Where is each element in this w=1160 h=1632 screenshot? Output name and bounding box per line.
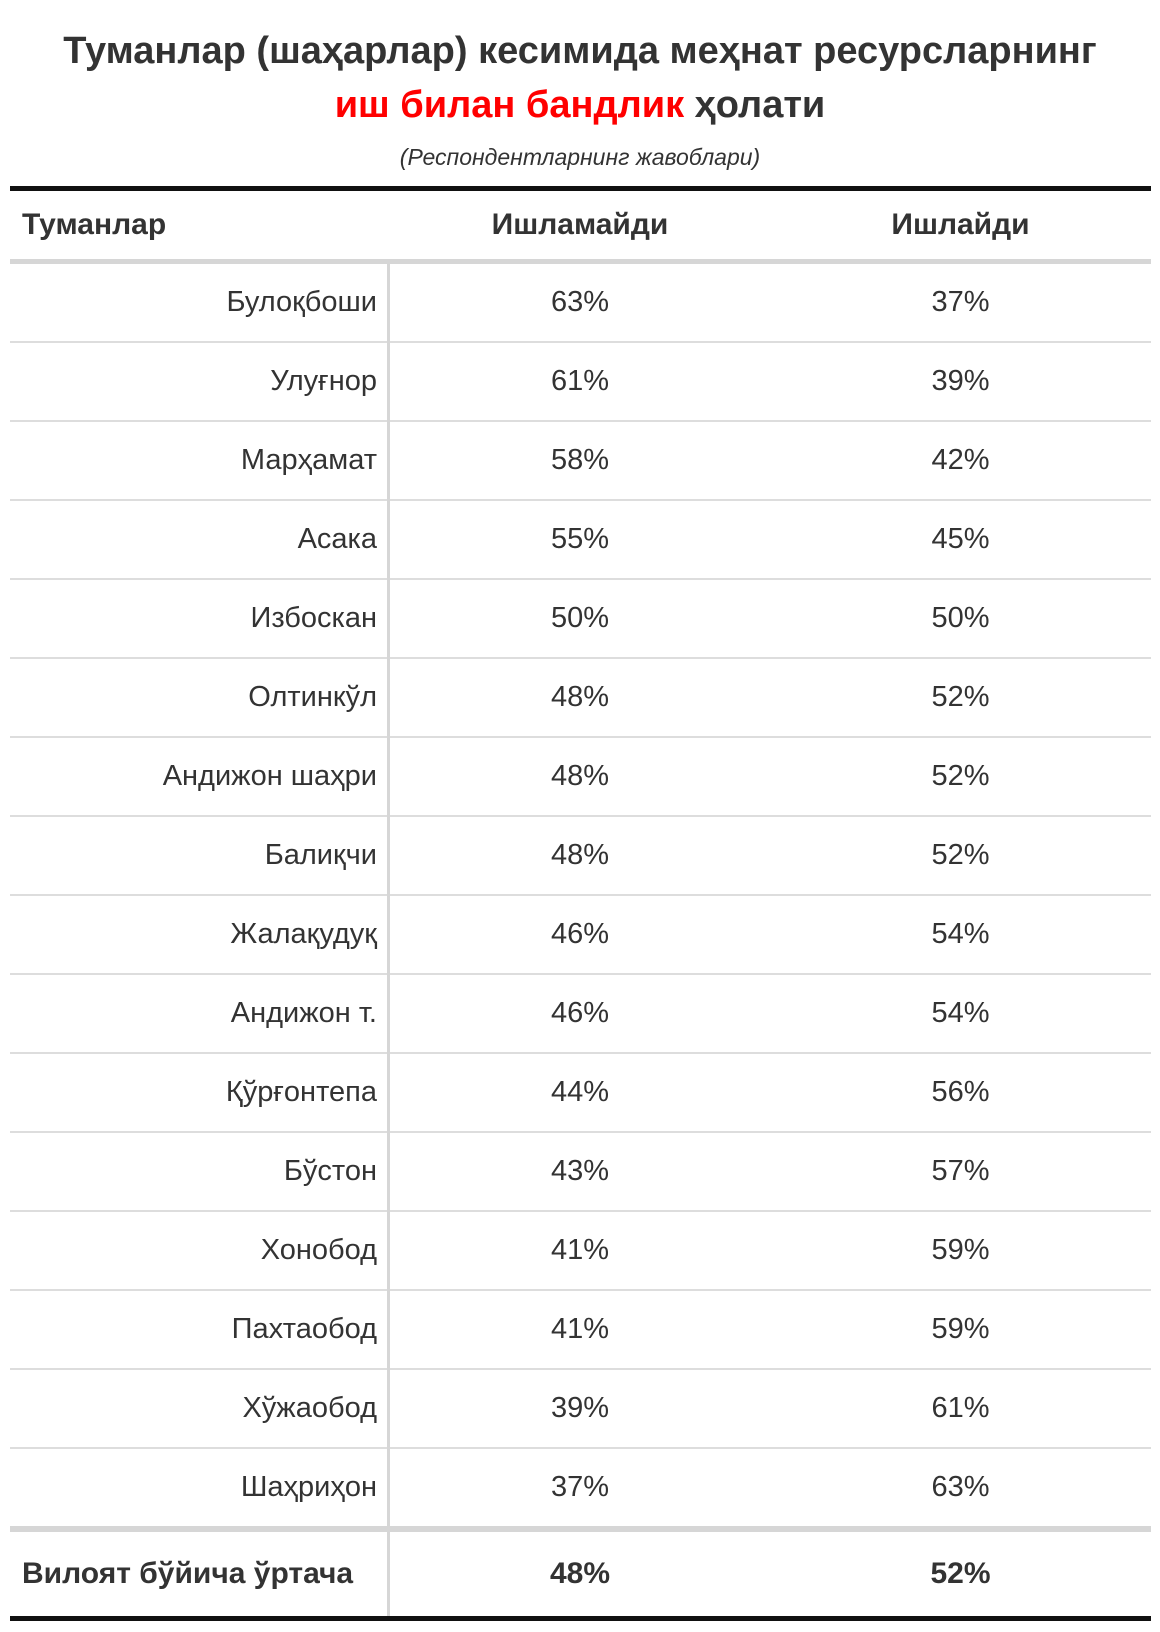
title-highlight: иш билан бандлик	[334, 84, 685, 126]
not-working-value: 48%	[550, 839, 610, 871]
table-row: Пахтаобод 41% 59%	[10, 1291, 1151, 1370]
not-working-value: 48%	[550, 760, 610, 792]
table-row: Олтинкўл 48% 52%	[10, 659, 1151, 738]
table-row: Жалақудуқ 46% 54%	[10, 896, 1151, 975]
bottom-rule	[10, 1616, 1151, 1621]
table-row: Булоқбоши 63% 37%	[10, 264, 1151, 343]
working-value: 59%	[931, 1313, 990, 1345]
header-row: Туманлар Ишламайди Ишлайди	[10, 191, 1151, 259]
total-label: Вилоят бўйича ўртача	[22, 1557, 354, 1590]
total-divider	[10, 1526, 1151, 1532]
working-value: 52%	[931, 760, 990, 792]
table-row: Шаҳриҳон 37% 63%	[10, 1449, 1151, 1528]
district-name: Балиқчи	[264, 839, 377, 871]
not-working-value: 37%	[550, 1471, 610, 1503]
total-row: Вилоят бўйича ўртача 48% 52%	[10, 1532, 1151, 1616]
district-name: Булоқбоши	[226, 286, 377, 318]
not-working-value: 41%	[550, 1234, 610, 1266]
not-working-value: 61%	[550, 365, 610, 397]
working-value: 37%	[931, 286, 990, 318]
not-working-value: 46%	[550, 997, 610, 1029]
district-name: Бўстон	[283, 1155, 377, 1187]
working-value: 42%	[931, 444, 990, 476]
total-working: 52%	[930, 1557, 991, 1590]
header-districts: Туманлар	[22, 208, 167, 241]
table-row: Андижон шаҳри 48% 52%	[10, 738, 1151, 817]
working-value: 56%	[931, 1076, 990, 1108]
working-value: 50%	[931, 602, 990, 634]
district-name: Андижон т.	[230, 997, 377, 1029]
header-not-working: Ишламайди	[491, 208, 669, 241]
district-name: Хўжаобод	[242, 1392, 377, 1424]
district-name: Марҳамат	[240, 444, 377, 476]
working-value: 54%	[931, 918, 990, 950]
header-divider	[10, 259, 1151, 264]
not-working-value: 46%	[550, 918, 610, 950]
not-working-value: 41%	[550, 1313, 610, 1345]
district-name: Улуғнор	[270, 365, 377, 397]
working-value: 57%	[931, 1155, 990, 1187]
working-value: 61%	[931, 1392, 990, 1424]
working-value: 52%	[931, 681, 990, 713]
working-value: 52%	[931, 839, 990, 871]
total-not-working: 48%	[549, 1557, 611, 1590]
district-name: Избоскан	[250, 602, 377, 634]
table-title-line-2: иш билан бандлик ҳолати	[0, 84, 1160, 127]
table-body: Булоқбоши 63% 37% Улуғнор 61% 39% Марҳамат 58% 4…	[10, 264, 1151, 1528]
district-name: Асака	[297, 523, 377, 555]
district-name: Қўрғонтепа	[225, 1076, 377, 1108]
working-value: 45%	[931, 523, 990, 555]
district-name: Хонобод	[260, 1234, 377, 1266]
working-value: 54%	[931, 997, 990, 1029]
working-value: 59%	[931, 1234, 990, 1266]
table-row: Марҳамат 58% 42%	[10, 422, 1151, 501]
not-working-value: 63%	[550, 286, 610, 318]
table-row: Улуғнор 61% 39%	[10, 343, 1151, 422]
district-name: Жалақудуқ	[230, 918, 377, 950]
not-working-value: 44%	[550, 1076, 610, 1108]
not-working-value: 55%	[550, 523, 610, 555]
table-row: Избоскан 50% 50%	[10, 580, 1151, 659]
district-name: Андижон шаҳри	[162, 760, 377, 792]
top-rule	[10, 186, 1151, 191]
not-working-value: 39%	[550, 1392, 610, 1424]
table-row: Бўстон 43% 57%	[10, 1133, 1151, 1212]
not-working-value: 50%	[550, 602, 610, 634]
district-name: Пахтаобод	[231, 1313, 377, 1345]
district-name: Олтинкўл	[248, 681, 377, 713]
district-name: Шаҳриҳон	[240, 1471, 377, 1503]
table-row: Андижон т. 46% 54%	[10, 975, 1151, 1054]
working-value: 39%	[931, 365, 990, 397]
working-value: 63%	[931, 1471, 990, 1503]
table-title-line-1: Туманлар (шаҳарлар) кесимида меҳнат ресу…	[63, 30, 1097, 72]
table-row: Қўрғонтепа 44% 56%	[10, 1054, 1151, 1133]
table-row: Хўжаобод 39% 61%	[10, 1370, 1151, 1449]
table-row: Асака 55% 45%	[10, 501, 1151, 580]
header-working: Ишлайди	[891, 208, 1030, 241]
table-row: Балиқчи 48% 52%	[10, 817, 1151, 896]
table-subtitle: (Респондентларнинг жавоблари)	[399, 144, 761, 170]
table-row: Хонобод 41% 59%	[10, 1212, 1151, 1291]
not-working-value: 43%	[550, 1155, 610, 1187]
column-separator	[387, 264, 390, 1617]
not-working-value: 58%	[550, 444, 610, 476]
not-working-value: 48%	[550, 681, 610, 713]
title-rest: ҳолати	[684, 84, 826, 126]
